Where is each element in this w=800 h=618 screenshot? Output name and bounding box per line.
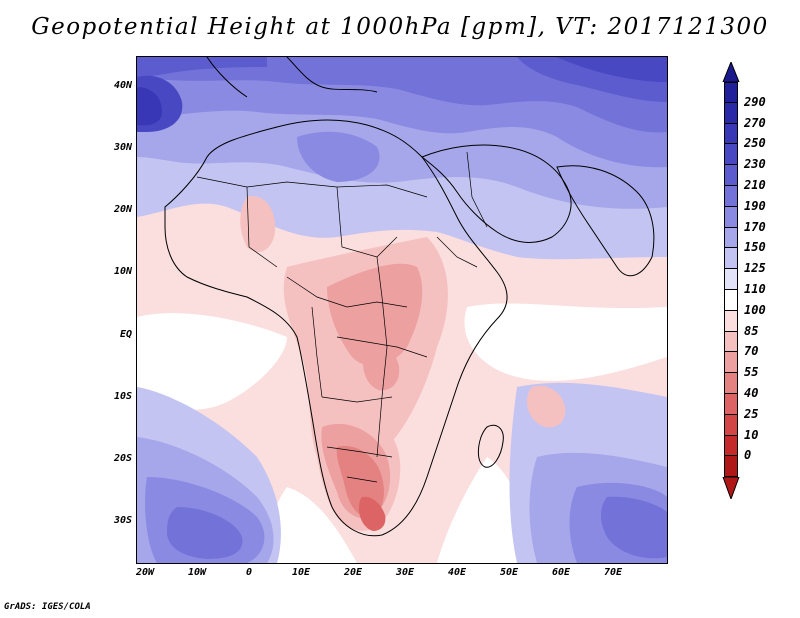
colorbar-segment <box>724 206 738 228</box>
coastlines <box>164 57 655 537</box>
colorbar-segment <box>724 185 738 207</box>
lon-label-10e: 10E <box>291 567 311 578</box>
field-north-210 <box>137 57 667 133</box>
field-white-indian <box>464 303 667 381</box>
colorbar-label: 85 <box>744 323 759 338</box>
credit-text: GrADS: IGES/COLA <box>4 602 91 612</box>
colorbar-segment <box>724 269 738 290</box>
field-se-210 <box>601 496 667 559</box>
field-central-55 <box>327 263 423 366</box>
colorbar-segment <box>724 456 738 478</box>
colorbar-top-arrow <box>722 62 740 82</box>
colorbar-segment <box>724 248 738 270</box>
chart-title: Geopotential Height at 1000hPa [gpm], VT… <box>31 14 769 40</box>
colorbar-segment <box>724 123 738 145</box>
lat-label-eq: EQ <box>119 329 132 340</box>
colorbar-label: 250 <box>744 136 766 151</box>
lat-label-20n: 20N <box>113 204 132 215</box>
colorbar-label: 125 <box>744 261 766 276</box>
colorbar-label: 170 <box>744 219 766 234</box>
colorbar-label: 290 <box>744 94 766 109</box>
lon-label-30e: 30E <box>395 567 415 578</box>
colorbar-bottom-arrow <box>722 477 740 500</box>
field-nw-230 <box>137 57 267 79</box>
colorbar-segment <box>724 435 738 457</box>
country-borders <box>196 151 488 483</box>
colorbar-label: 25 <box>744 406 759 421</box>
field-lakes-55 <box>363 345 400 391</box>
colorbar-segment <box>724 165 738 186</box>
lat-label-30n: 30N <box>113 142 132 153</box>
colorbar-label: 0 <box>744 448 752 463</box>
map-panel <box>136 56 668 564</box>
field-nw-270 <box>137 87 162 126</box>
field-white-se <box>437 457 523 563</box>
lon-label-70e: 70E <box>603 567 623 578</box>
colorbar-segment <box>724 414 738 436</box>
field-sahara-190 <box>297 131 380 182</box>
field-south-25 <box>359 496 386 531</box>
lon-label-50e: 50E <box>499 567 519 578</box>
lat-label-30s: 30S <box>113 515 132 526</box>
lat-label-40n: 40N <box>113 80 132 91</box>
colorbar-segment <box>724 393 738 415</box>
colorbar-label: 55 <box>744 365 759 380</box>
colorbar-segment <box>724 331 738 353</box>
colorbar <box>724 82 738 478</box>
lon-label-20w: 20W <box>135 567 155 578</box>
colorbar-label: 10 <box>744 427 759 442</box>
colorbar-label: 190 <box>744 198 766 213</box>
colorbar-label: 230 <box>744 157 766 172</box>
field-white-south <box>257 487 357 563</box>
lon-label-0: 0 <box>245 567 253 578</box>
colorbar-label: 70 <box>744 344 759 359</box>
lon-label-40e: 40E <box>447 567 467 578</box>
colorbar-segment <box>724 352 738 374</box>
field-ne-250 <box>557 57 667 82</box>
lon-label-20e: 20E <box>343 567 363 578</box>
lat-label-10s: 10S <box>113 391 132 402</box>
colorbar-segment <box>724 227 738 249</box>
lon-label-60e: 60E <box>551 567 571 578</box>
colorbar-label: 210 <box>744 178 766 192</box>
lat-label-20s: 20S <box>113 453 132 464</box>
lon-label-10w: 10W <box>187 567 207 578</box>
colorbar-label: 40 <box>744 386 759 400</box>
field-sw-210 <box>167 507 243 559</box>
colorbar-segment <box>724 310 738 332</box>
colorbar-segment <box>724 289 738 311</box>
colorbar-label: 100 <box>744 302 766 317</box>
colorbar-segment <box>724 373 738 394</box>
colorbar-segment <box>724 102 738 124</box>
field-madagascar-70 <box>527 385 566 428</box>
colorbar-label: 270 <box>744 115 766 130</box>
colorbar-label: 110 <box>744 282 766 296</box>
colorbar-segment <box>724 82 738 103</box>
geopotential-field <box>137 57 667 563</box>
colorbar-label: 150 <box>744 240 766 255</box>
lat-label-10n: 10N <box>113 266 132 277</box>
field-white-atlantic <box>137 313 287 410</box>
colorbar-segment <box>724 144 738 166</box>
